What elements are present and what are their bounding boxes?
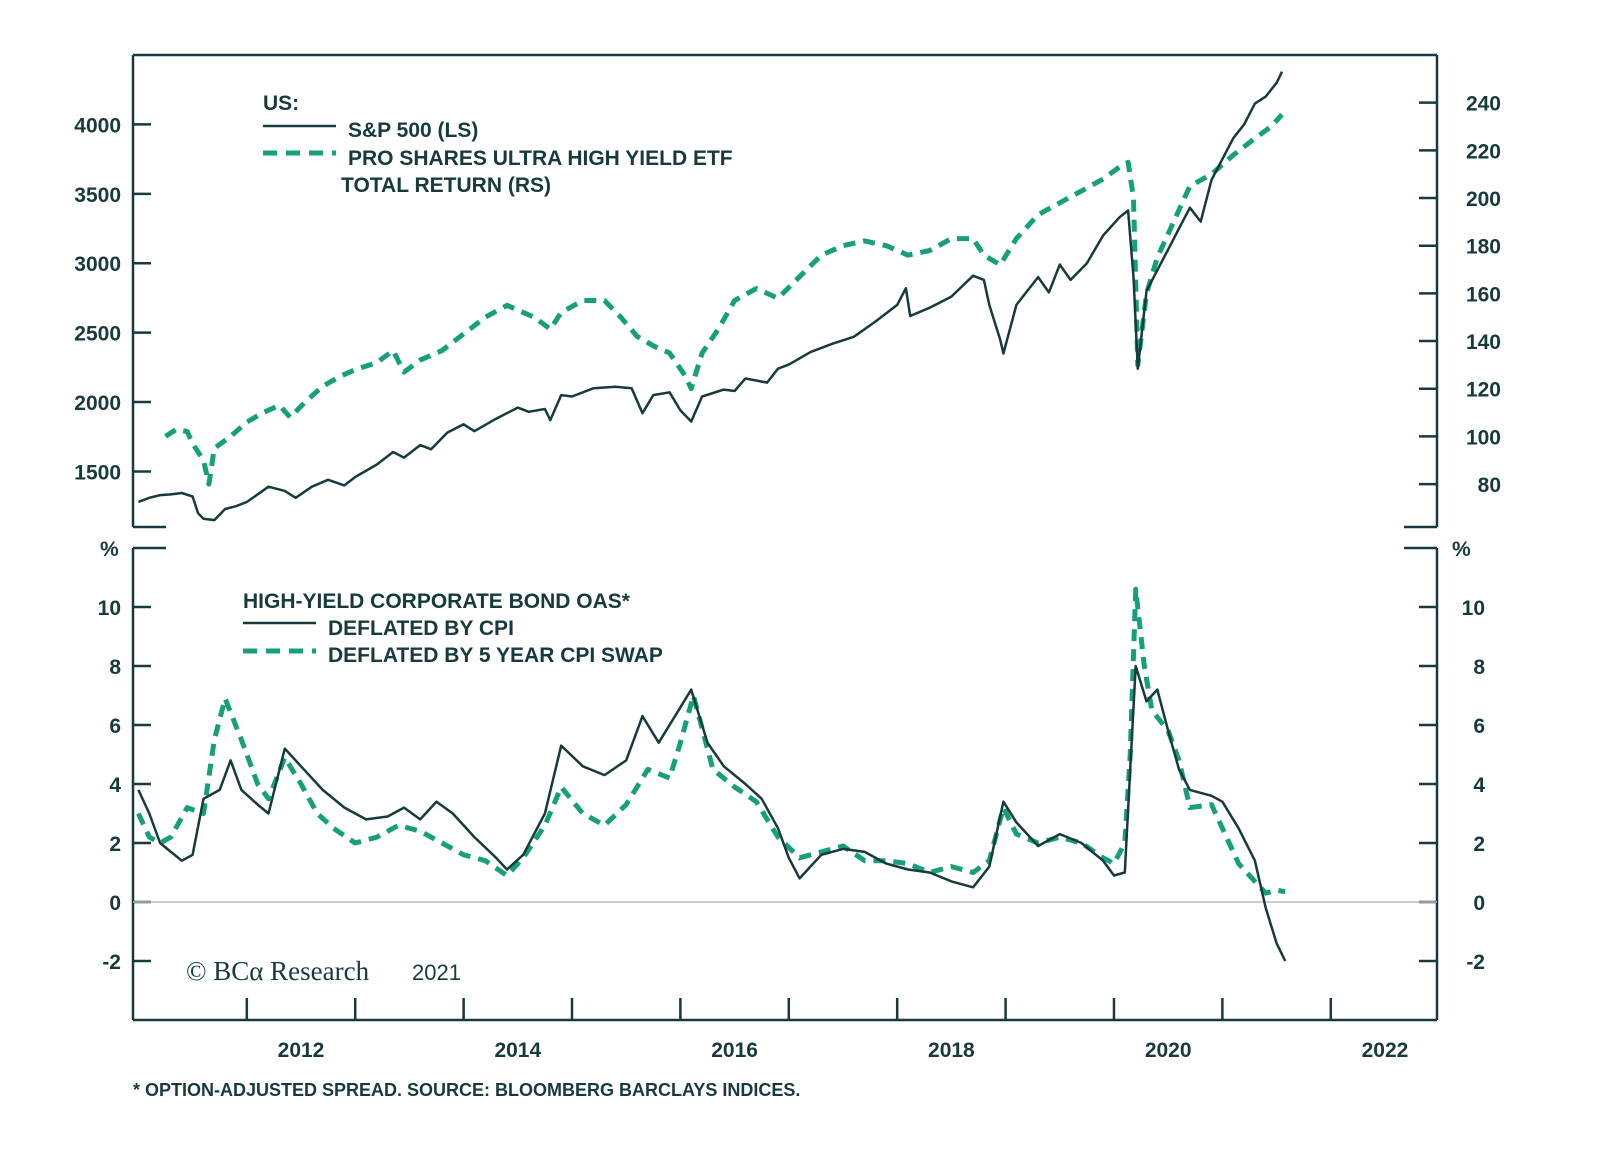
legend-label-cpi: DEFLATED BY CPI xyxy=(328,617,514,640)
legend-label-etf-line2: TOTAL RETURN (RS) xyxy=(341,174,551,197)
legend-label-sp500: S&P 500 (LS) xyxy=(348,119,478,142)
y-left-tick-label: 6 xyxy=(109,715,121,738)
y-left-tick-label: 1500 xyxy=(74,461,121,484)
y-right-tick-label: 200 xyxy=(1466,188,1501,211)
watermark-year: 2021 xyxy=(412,960,461,985)
series-line-oas-cpi-swap xyxy=(136,586,1286,896)
x-tick-label: 2014 xyxy=(494,1039,541,1062)
series-line-hy-etf xyxy=(164,112,1284,487)
x-tick-label: 2016 xyxy=(711,1039,758,1062)
legend-label-etf-line1: PRO SHARES ULTRA HIGH YIELD ETF xyxy=(348,147,733,170)
y-left-tick-label: 0 xyxy=(109,892,121,915)
bottom-legend: HIGH-YIELD CORPORATE BOND OAS* DEFLATED … xyxy=(243,590,663,667)
x-tick-label: 2018 xyxy=(928,1039,975,1062)
y-left-tick-label: 2000 xyxy=(74,392,121,415)
y-right-tick-label: 220 xyxy=(1466,140,1501,163)
legend-label-cpi-swap: DEFLATED BY 5 YEAR CPI SWAP xyxy=(328,644,663,667)
y-right-tick-label: -2 xyxy=(1466,951,1485,974)
y-right-tick-label: 140 xyxy=(1466,331,1501,354)
y-right-tick-label: 180 xyxy=(1466,236,1501,259)
top-legend: US: S&P 500 (LS) PRO SHARES ULTRA HIGH Y… xyxy=(263,92,733,197)
watermark-brand: © BCα Research xyxy=(186,956,370,986)
series-line-sp500 xyxy=(137,71,1284,522)
bottom-right-unit-label: % xyxy=(1452,538,1471,561)
bottom-left-unit-label: % xyxy=(100,538,119,561)
y-left-tick-label: 2500 xyxy=(74,323,121,346)
footnote: * OPTION-ADJUSTED SPREAD. SOURCE: BLOOMB… xyxy=(133,1080,800,1100)
y-left-tick-label: 8 xyxy=(109,656,121,679)
y-right-tick-label: 8 xyxy=(1473,656,1485,679)
y-right-tick-label: 4 xyxy=(1473,774,1485,797)
y-left-tick-label: 2 xyxy=(109,833,121,856)
y-right-tick-label: 0 xyxy=(1473,892,1485,915)
y-right-tick-label: 10 xyxy=(1462,597,1485,620)
y-right-tick-label: 160 xyxy=(1466,283,1501,306)
y-right-tick-label: 80 xyxy=(1478,474,1501,497)
x-tick-label: 2020 xyxy=(1145,1039,1192,1062)
y-left-tick-label: 4 xyxy=(109,774,121,797)
y-left-tick-label: 3500 xyxy=(74,184,121,207)
y-left-tick-label: -2 xyxy=(102,951,121,974)
x-tick-label: 2012 xyxy=(278,1039,325,1062)
y-left-tick-label: 4000 xyxy=(74,114,121,137)
series-line-oas-cpi xyxy=(137,664,1287,962)
y-right-tick-label: 100 xyxy=(1466,426,1501,449)
y-left-tick-label: 10 xyxy=(98,597,121,620)
top-panel-frame xyxy=(131,53,1439,529)
top-legend-header: US: xyxy=(263,92,299,115)
y-right-tick-label: 2 xyxy=(1473,833,1485,856)
x-tick-label: 2022 xyxy=(1362,1039,1409,1062)
y-left-tick-label: 3000 xyxy=(74,253,121,276)
y-right-tick-label: 120 xyxy=(1466,379,1501,402)
bottom-legend-header: HIGH-YIELD CORPORATE BOND OAS* xyxy=(243,590,631,613)
y-right-tick-label: 6 xyxy=(1473,715,1485,738)
y-right-tick-label: 240 xyxy=(1466,93,1501,116)
